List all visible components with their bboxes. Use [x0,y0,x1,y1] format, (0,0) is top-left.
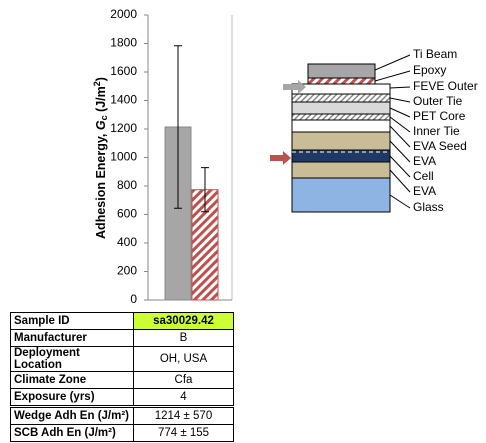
layer-label: Inner Tie [413,124,460,138]
row-label: Sample ID [11,313,134,330]
y-tick-label: 0 [130,292,137,306]
y-tick-label: 200 [117,264,137,278]
y-tick-label: 2000 [110,7,137,21]
layer-label: EVA Seed [413,139,467,153]
layer-label: Outer Tie [413,94,463,108]
layer [292,102,390,114]
y-tick-label: 1600 [110,64,137,78]
layer [292,162,390,178]
row-value: sa30029.42 [134,313,234,330]
layer-diagram [292,55,410,212]
row-label: Deployment Location [11,347,134,372]
layer [292,120,390,132]
table-row: Wedge Adh En (J/m²)1214 ± 570 [11,407,234,425]
layer [308,64,375,78]
layer-label: EVA [413,154,436,168]
layer [308,78,375,84]
y-axis-label: Adhesion Energy, Gc (J/m2) [92,77,109,239]
y-tick-label: 600 [117,207,137,221]
row-value: 774 ± 155 [134,425,234,442]
y-label-unit: (J/m [94,86,108,115]
row-label: SCB Adh En (J/m²) [11,425,134,442]
row-value: B [134,330,234,347]
table-row: SCB Adh En (J/m²)774 ± 155 [11,425,234,442]
y-tick-label: 400 [117,235,137,249]
layer [292,114,390,120]
layer-label: Ti Beam [413,47,457,61]
row-value: OH, USA [134,347,234,372]
row-value: 4 [134,389,234,407]
table-row: Exposure (yrs)4 [11,389,234,407]
layer-label: EVA [413,184,436,198]
layer [292,94,390,102]
y-label-text: Adhesion Energy, [94,130,108,239]
layer-label: Cell [413,169,434,183]
chart: Adhesion Energy, Gc (J/m2) Ti Beam Epoxy F… [0,0,486,310]
layer-label: Epoxy [413,63,446,77]
layer [292,84,390,94]
y-tick-label: 1200 [110,121,137,135]
red-arrow [270,151,291,165]
y-tick-label: 800 [117,178,137,192]
y-label-symbol: G [94,120,108,130]
row-label: Exposure (yrs) [11,389,134,407]
layer-label: Glass [413,200,444,214]
row-value: 1214 ± 570 [134,407,234,425]
layer [292,132,390,150]
layer [292,178,390,212]
row-label: Manufacturer [11,330,134,347]
row-label: Climate Zone [11,372,134,389]
row-value: Cfa [134,372,234,389]
layer-label: FEVE Outer [413,79,478,93]
y-label-unit-end: ) [94,77,108,81]
y-tick-label: 1800 [110,36,137,50]
y-tick-label: 1400 [110,93,137,107]
y-tick-label: 1000 [110,150,137,164]
layer-label: PET Core [413,109,466,123]
page: Adhesion Energy, Gc (J/m2) Ti Beam Epoxy F… [0,0,486,443]
row-label: Wedge Adh En (J/m²) [11,407,134,425]
